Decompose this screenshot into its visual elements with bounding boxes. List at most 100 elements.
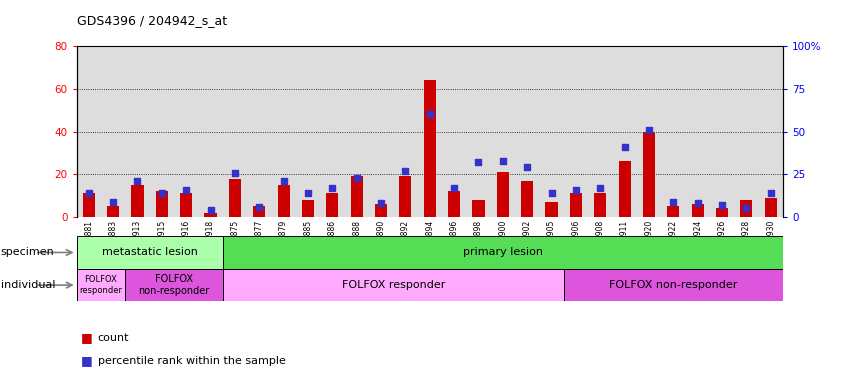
Point: [666, 199, 680, 205]
Point: [155, 190, 168, 196]
Text: FOLFOX
responder: FOLFOX responder: [79, 275, 123, 295]
Bar: [765, 198, 777, 217]
Bar: [472, 200, 484, 217]
Point: [691, 200, 705, 206]
Bar: [692, 204, 704, 217]
Text: specimen: specimen: [1, 247, 54, 258]
Bar: [247, 46, 271, 217]
Bar: [497, 172, 509, 217]
Text: ■: ■: [81, 354, 93, 367]
Bar: [125, 269, 223, 301]
Bar: [326, 194, 339, 217]
Bar: [588, 46, 613, 217]
Point: [180, 187, 193, 193]
Point: [545, 190, 558, 196]
Bar: [710, 46, 734, 217]
Point: [326, 185, 340, 191]
Point: [643, 127, 656, 133]
Text: FOLFOX responder: FOLFOX responder: [341, 280, 445, 290]
Point: [253, 204, 266, 210]
Point: [471, 159, 485, 166]
Bar: [540, 46, 563, 217]
Bar: [320, 46, 345, 217]
Text: individual: individual: [1, 280, 55, 290]
Bar: [156, 191, 168, 217]
Bar: [223, 236, 783, 269]
Bar: [667, 206, 679, 217]
Bar: [545, 202, 557, 217]
Bar: [521, 180, 534, 217]
Bar: [229, 179, 241, 217]
Bar: [77, 236, 223, 269]
Text: FOLFOX
non-responder: FOLFOX non-responder: [139, 274, 209, 296]
Bar: [198, 46, 223, 217]
Bar: [150, 46, 174, 217]
Bar: [448, 191, 460, 217]
Bar: [613, 46, 637, 217]
Text: count: count: [98, 333, 129, 343]
Text: percentile rank within the sample: percentile rank within the sample: [98, 356, 286, 366]
Point: [203, 207, 217, 213]
Point: [398, 168, 412, 174]
Bar: [515, 46, 540, 217]
Point: [520, 164, 534, 170]
Bar: [174, 46, 198, 217]
Bar: [740, 200, 752, 217]
Bar: [254, 206, 266, 217]
Point: [350, 175, 363, 181]
Bar: [619, 161, 631, 217]
Bar: [758, 46, 783, 217]
Bar: [296, 46, 320, 217]
Text: metastatic lesion: metastatic lesion: [102, 247, 197, 258]
Bar: [418, 46, 442, 217]
Bar: [125, 46, 150, 217]
Bar: [399, 176, 412, 217]
Point: [423, 111, 437, 118]
Bar: [223, 46, 247, 217]
Bar: [491, 46, 515, 217]
Bar: [223, 269, 563, 301]
Point: [301, 190, 315, 196]
Point: [374, 200, 388, 206]
Bar: [637, 46, 661, 217]
Point: [448, 185, 461, 191]
Point: [106, 199, 120, 205]
Point: [131, 178, 145, 184]
Point: [618, 144, 631, 150]
Bar: [393, 46, 418, 217]
Text: ■: ■: [81, 331, 93, 344]
Bar: [271, 46, 296, 217]
Bar: [180, 194, 192, 217]
Bar: [686, 46, 710, 217]
Bar: [77, 46, 101, 217]
Bar: [131, 185, 144, 217]
Bar: [351, 176, 363, 217]
Bar: [77, 269, 125, 301]
Bar: [107, 206, 119, 217]
Point: [593, 185, 607, 191]
Bar: [277, 185, 289, 217]
Point: [740, 205, 753, 212]
Bar: [563, 46, 588, 217]
Point: [764, 190, 778, 196]
Point: [228, 169, 242, 175]
Point: [569, 187, 583, 193]
Point: [277, 178, 290, 184]
Bar: [302, 200, 314, 217]
Point: [82, 190, 95, 196]
Bar: [424, 80, 436, 217]
Bar: [594, 194, 607, 217]
Bar: [375, 204, 387, 217]
Bar: [101, 46, 125, 217]
Bar: [643, 131, 655, 217]
Point: [496, 157, 510, 164]
Text: FOLFOX non-responder: FOLFOX non-responder: [609, 280, 738, 290]
Bar: [442, 46, 466, 217]
Point: [715, 202, 728, 208]
Bar: [204, 213, 217, 217]
Bar: [661, 46, 686, 217]
Bar: [570, 194, 582, 217]
Bar: [466, 46, 491, 217]
Bar: [83, 194, 94, 217]
Bar: [563, 269, 783, 301]
